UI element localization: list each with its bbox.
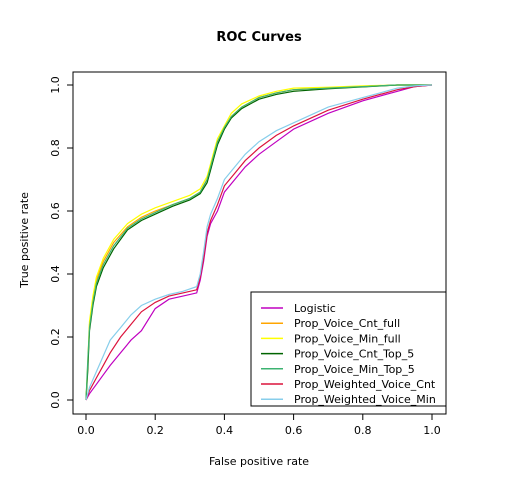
y-tick-label: 0.0	[49, 391, 62, 409]
y-tick-label: 0.8	[49, 139, 62, 157]
y-axis-label: True positive rate	[18, 192, 31, 289]
legend-label: Logistic	[294, 302, 336, 315]
x-tick-label: 0.6	[285, 424, 303, 437]
legend-label: Prop_Voice_Min_full	[294, 332, 401, 345]
plot-frame	[72, 71, 447, 415]
legend-label: Prop_Voice_Cnt_Top_5	[294, 348, 414, 361]
series-line-7	[85, 84, 433, 401]
y-tick-label: 0.4	[49, 265, 62, 283]
x-tick-label: 0.2	[146, 424, 164, 437]
x-tick-label: 0.4	[216, 424, 234, 437]
legend-box	[250, 291, 447, 407]
chart-title: ROC Curves	[216, 30, 302, 45]
plot-area: 0.0 0.2 0.4 0.6 0.8 1.0 0.0 0.2 0.4 0.6 0.8 1.0	[49, 71, 447, 437]
series-line-5	[85, 84, 432, 401]
legend-label: Prop_Voice_Min_Top_5	[294, 363, 415, 376]
legend: Logistic Prop_Voice_Cnt_full Prop_Voice_Mi…	[250, 291, 447, 407]
series-line-3	[85, 84, 432, 401]
x-tick-label: 0.8	[354, 424, 372, 437]
legend-label: Prop_Weighted_Voice_Min	[294, 393, 436, 406]
legend-label: Prop_Weighted_Voice_Cnt	[294, 378, 436, 391]
x-axis-label: False positive rate	[209, 455, 309, 468]
legend-label: Prop_Voice_Cnt_full	[294, 317, 400, 330]
x-tick-label: 1.0	[423, 424, 441, 437]
y-tick-label: 0.2	[49, 328, 62, 346]
series-line-4	[85, 84, 432, 401]
x-tick-label: 0.0	[77, 424, 95, 437]
y-tick-label: 1.0	[49, 76, 62, 94]
series-line-6	[85, 84, 433, 401]
y-tick-label: 0.6	[49, 202, 62, 220]
